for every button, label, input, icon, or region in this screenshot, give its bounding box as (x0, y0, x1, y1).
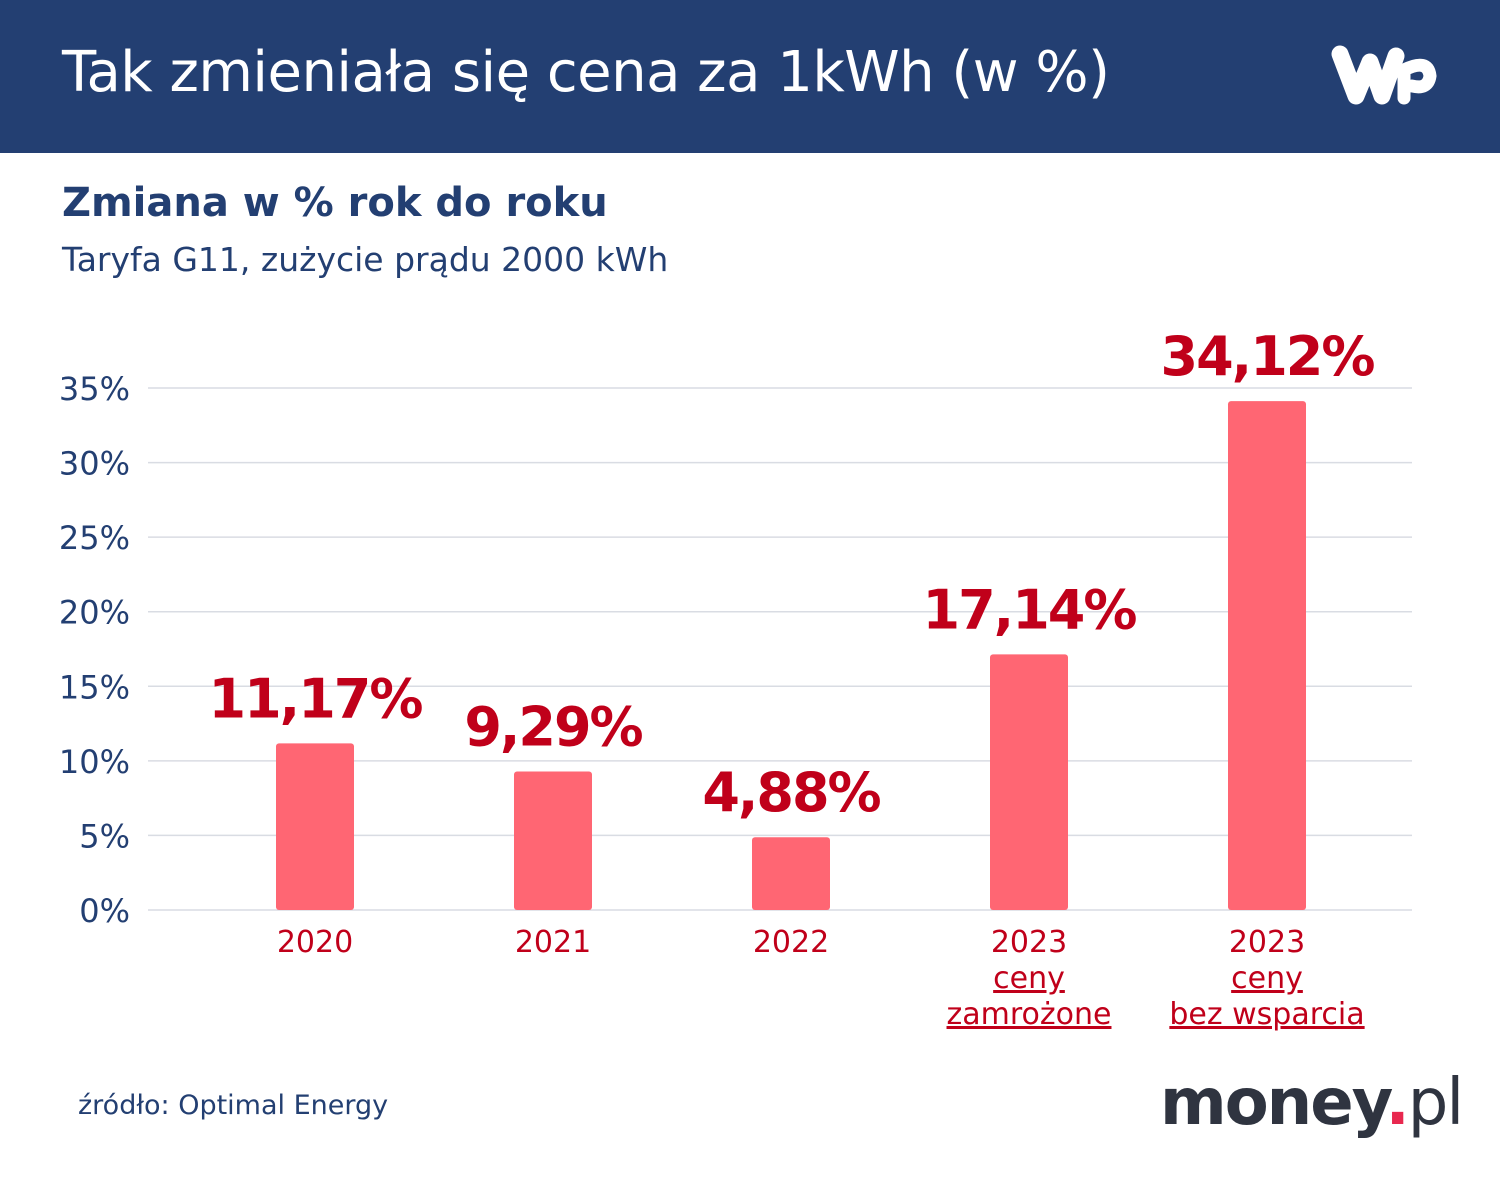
data-label: 4,88% (702, 761, 880, 824)
y-tick-label: 20% (59, 594, 130, 632)
x-tick-label: 2020 (277, 925, 353, 960)
x-tick-label: bez wsparcia (1169, 997, 1364, 1032)
bar (276, 743, 354, 910)
x-tick-label: ceny (1231, 961, 1303, 996)
chart-subtitle: Taryfa G11, zużycie prądu 2000 kWh (62, 240, 669, 279)
data-label: 34,12% (1161, 325, 1375, 388)
y-tick-label: 30% (59, 445, 130, 483)
x-tick-label: 2023 (991, 925, 1067, 960)
data-label: 17,14% (923, 578, 1137, 641)
bar (990, 654, 1068, 910)
y-tick-label: 10% (59, 743, 130, 781)
bar-chart: 0% 5% 10% 15% 20% 25% 30% 35% 11,17% 2020 9,29% 202… (59, 325, 1412, 1032)
x-tick-label: 2021 (515, 925, 591, 960)
chart-title: Zmiana w % rok do roku (62, 180, 608, 226)
bar (1228, 401, 1306, 910)
source-note: źródło: Optimal Energy (78, 1090, 389, 1121)
x-tick-label: 2022 (753, 925, 829, 960)
x-tick-label: 2023 (1229, 925, 1305, 960)
bar (514, 771, 592, 910)
y-tick-label: 5% (79, 817, 130, 855)
money-pl-logo: money.pl (1160, 1066, 1464, 1140)
page-title: Tak zmieniała się cena za 1kWh (w %) (62, 40, 1110, 105)
data-label: 11,17% (209, 667, 423, 730)
y-tick-label: 0% (79, 892, 130, 930)
x-tick-label: zamrożone (947, 997, 1112, 1032)
wp-logo (1331, 45, 1437, 105)
y-tick-label: 35% (59, 370, 130, 408)
bar (752, 837, 830, 910)
x-tick-label: ceny (993, 961, 1065, 996)
header: Tak zmieniała się cena za 1kWh (w %) (0, 0, 1500, 153)
y-tick-label: 25% (59, 519, 130, 557)
y-tick-label: 15% (59, 668, 130, 706)
data-label: 9,29% (464, 695, 642, 758)
